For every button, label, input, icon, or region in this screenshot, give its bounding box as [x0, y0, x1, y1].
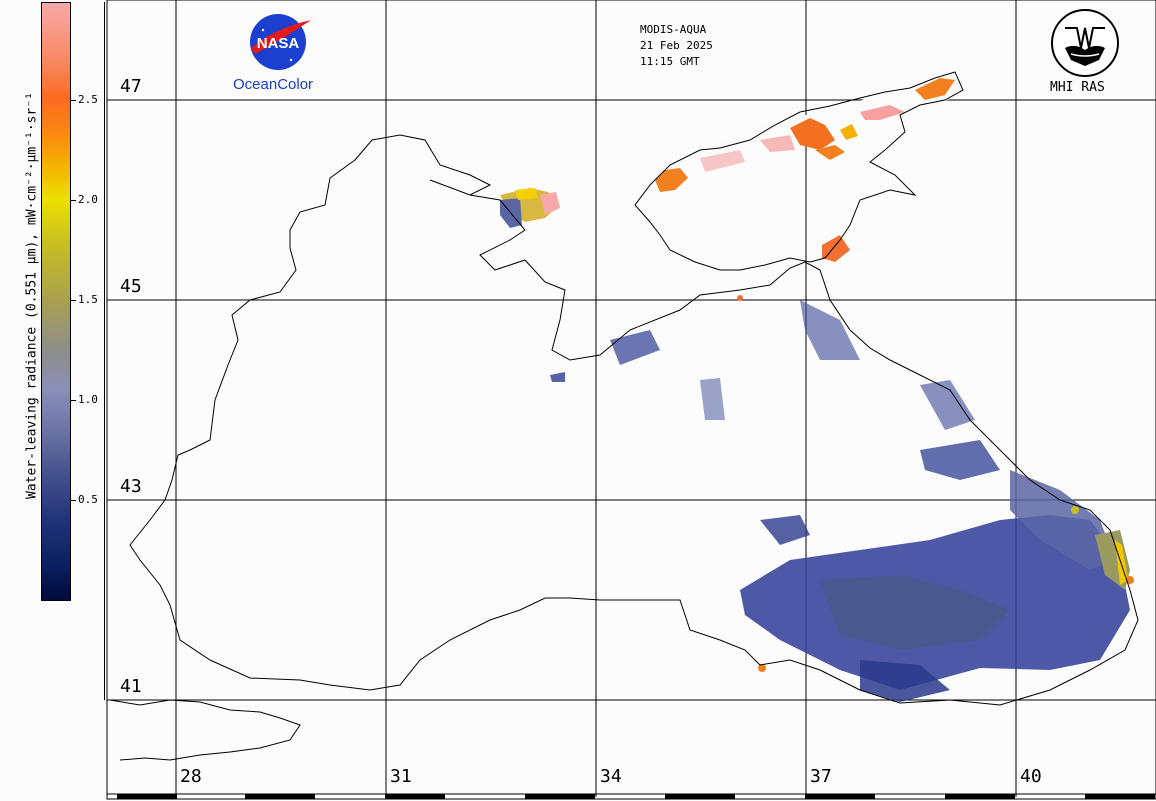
- colorbar-tick: [70, 100, 76, 101]
- lon-label: 31: [390, 766, 412, 787]
- colorbar-tick-label: 2.0: [78, 193, 98, 206]
- nasa-logo: NASA: [250, 14, 311, 70]
- lon-label: 37: [810, 766, 832, 787]
- lat-label: 41: [120, 676, 142, 697]
- map-border: [106, 0, 1156, 798]
- mhi-label: MHI RAS: [1050, 80, 1105, 95]
- colorbar-tick: [70, 500, 76, 501]
- colorbar-tick: [70, 300, 76, 301]
- colorbar-tick-label: 1.0: [78, 393, 98, 406]
- colorbar-tick-label: 0.5: [78, 493, 98, 506]
- lat-label: 47: [120, 76, 142, 97]
- colorbar-tick: [70, 400, 76, 401]
- nasa-wordmark: NASA: [257, 35, 300, 52]
- lat-label: 45: [120, 276, 142, 297]
- time-label: 11:15 GMT: [640, 55, 700, 68]
- bottom-scale-bar: [106, 793, 1156, 800]
- lon-label: 34: [600, 766, 622, 787]
- colorbar-axis: [104, 2, 105, 700]
- lon-label: 40: [1020, 766, 1042, 787]
- grid: [107, 0, 1156, 797]
- lon-label: 28: [180, 766, 202, 787]
- colorbar-tick: [70, 200, 76, 201]
- coastline: [109, 71, 1139, 761]
- colorbar: [41, 2, 71, 601]
- lat-label: 43: [120, 476, 142, 497]
- header-meta: MODIS-AQUA 21 Feb 2025 11:15 GMT: [640, 22, 713, 70]
- oceancolor-label: OceanColor: [233, 76, 314, 93]
- sensor-label: MODIS-AQUA: [640, 23, 707, 36]
- radiance-field: [550, 300, 1134, 702]
- colorbar-tick-label: 2.5: [78, 93, 98, 106]
- mhi-logo: [1051, 9, 1119, 77]
- date-label: 21 Feb 2025: [640, 39, 713, 52]
- colorbar-tick-label: 1.5: [78, 293, 98, 306]
- azov-radiance-field: [500, 75, 965, 301]
